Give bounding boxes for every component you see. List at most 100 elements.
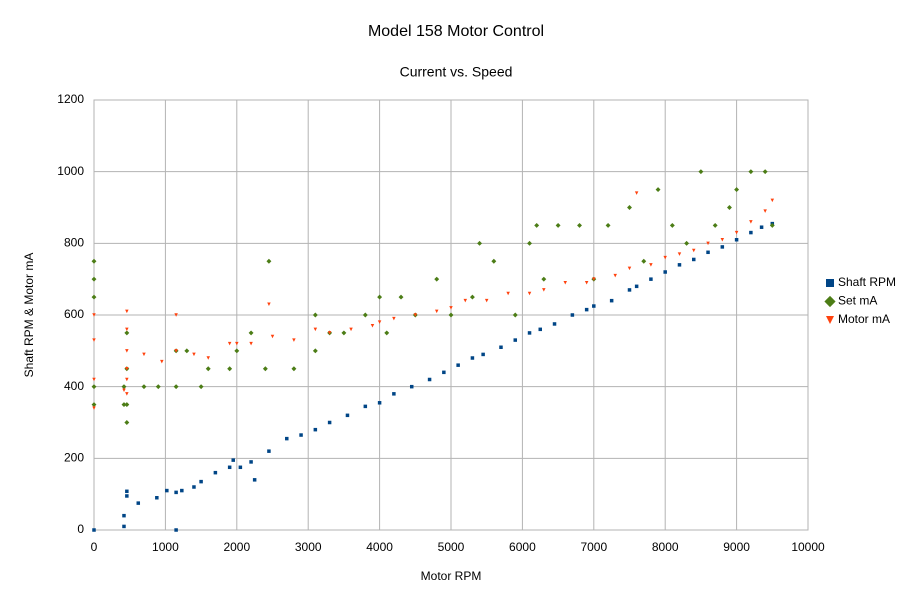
point bbox=[706, 241, 710, 246]
legend-label: Shaft RPM bbox=[838, 275, 896, 289]
point bbox=[91, 258, 97, 264]
point bbox=[174, 490, 178, 495]
point bbox=[165, 488, 169, 493]
point bbox=[627, 288, 632, 292]
point bbox=[92, 338, 96, 342]
point bbox=[592, 304, 596, 308]
x-tick-label: 0 bbox=[91, 540, 98, 554]
point bbox=[125, 494, 129, 498]
point bbox=[692, 257, 696, 262]
point bbox=[252, 478, 257, 482]
point bbox=[541, 276, 547, 282]
point bbox=[527, 331, 532, 335]
point bbox=[542, 288, 546, 292]
x-tick-label: 4000 bbox=[366, 540, 393, 554]
point bbox=[663, 270, 667, 274]
y-tick-label: 1200 bbox=[57, 92, 84, 106]
point bbox=[512, 312, 518, 318]
x-tick-label: 10000 bbox=[791, 540, 825, 554]
y-tick-label: 0 bbox=[77, 522, 84, 536]
point bbox=[770, 198, 775, 203]
point bbox=[469, 294, 475, 300]
point bbox=[649, 263, 653, 267]
point bbox=[235, 341, 239, 346]
point bbox=[227, 465, 232, 470]
point bbox=[706, 250, 710, 255]
point bbox=[712, 222, 718, 228]
point bbox=[192, 352, 196, 357]
point bbox=[122, 513, 126, 518]
point bbox=[327, 420, 332, 425]
point bbox=[270, 334, 275, 339]
point bbox=[484, 298, 489, 303]
point bbox=[141, 384, 147, 390]
x-tick-label: 1000 bbox=[152, 540, 179, 554]
point bbox=[266, 258, 272, 264]
point bbox=[538, 327, 542, 332]
point bbox=[124, 402, 130, 408]
point bbox=[491, 258, 497, 264]
point bbox=[291, 366, 297, 372]
point bbox=[377, 294, 383, 300]
point bbox=[234, 348, 240, 354]
point bbox=[463, 298, 468, 303]
point bbox=[734, 187, 740, 193]
point bbox=[91, 402, 97, 408]
y-tick-label: 400 bbox=[64, 379, 84, 393]
point bbox=[563, 281, 567, 285]
point bbox=[122, 524, 126, 529]
x-tick-label: 3000 bbox=[295, 540, 322, 554]
point bbox=[677, 263, 682, 267]
point bbox=[121, 384, 127, 390]
point bbox=[213, 470, 218, 475]
point bbox=[125, 367, 129, 371]
point bbox=[763, 209, 767, 213]
point bbox=[124, 330, 130, 336]
point bbox=[92, 528, 96, 532]
point bbox=[592, 277, 596, 281]
point bbox=[92, 406, 96, 410]
point bbox=[398, 294, 404, 300]
point bbox=[91, 384, 97, 390]
x-tick-label: 6000 bbox=[509, 540, 536, 554]
point bbox=[663, 255, 667, 260]
point bbox=[327, 331, 332, 335]
point bbox=[125, 327, 129, 332]
point bbox=[584, 307, 589, 312]
point bbox=[205, 366, 211, 372]
point bbox=[448, 312, 454, 318]
point bbox=[677, 252, 682, 256]
point bbox=[734, 230, 739, 235]
point bbox=[456, 363, 460, 367]
point bbox=[427, 377, 432, 382]
point bbox=[749, 220, 753, 224]
point bbox=[649, 277, 653, 281]
point bbox=[506, 291, 510, 296]
point bbox=[377, 401, 382, 405]
point bbox=[231, 458, 235, 462]
point bbox=[555, 222, 561, 228]
point bbox=[142, 352, 146, 357]
point bbox=[136, 501, 141, 505]
point bbox=[285, 436, 289, 441]
point bbox=[341, 330, 347, 336]
point bbox=[570, 313, 575, 317]
x-tick-label: 8000 bbox=[652, 540, 679, 554]
point bbox=[748, 169, 754, 175]
point bbox=[449, 306, 453, 310]
point bbox=[527, 240, 532, 246]
point bbox=[312, 348, 318, 354]
legend-marker bbox=[826, 316, 834, 324]
x-tick-label: 2000 bbox=[223, 540, 250, 554]
point bbox=[345, 413, 350, 418]
point bbox=[121, 402, 127, 408]
point bbox=[174, 528, 178, 532]
point bbox=[125, 309, 129, 314]
chart-title: Model 158 Motor Control bbox=[368, 23, 544, 40]
point bbox=[759, 225, 764, 229]
point bbox=[477, 240, 483, 246]
point bbox=[720, 245, 725, 249]
point bbox=[91, 276, 97, 282]
point bbox=[513, 338, 518, 342]
point bbox=[155, 384, 161, 390]
